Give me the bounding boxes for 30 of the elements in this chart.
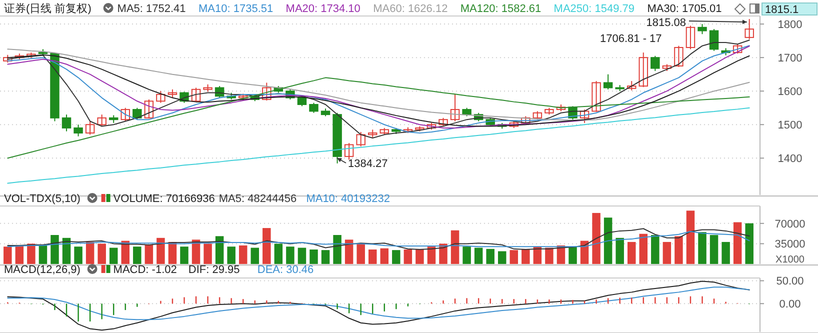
text: MA120: 1582.61	[460, 3, 542, 15]
y-tick-label: 50.00	[776, 276, 804, 288]
text: X1000	[776, 254, 805, 266]
y-tick-label: 35000	[774, 238, 806, 251]
annotation: 1706.81 - 17	[600, 32, 662, 45]
text: MA60: 1626.12	[373, 3, 448, 15]
chart-title: MACD(12,26,9)	[4, 264, 80, 276]
y-tick-label: 70000	[774, 218, 806, 230]
legend-label: VOLUME: 70166936	[113, 193, 215, 205]
text: MA5: 48244456	[218, 193, 297, 205]
text: MA20: 1734.10	[286, 3, 360, 15]
y-tick-label: 0.00	[779, 298, 801, 310]
chart-title: 证券(日线 前复权)	[4, 2, 92, 15]
y-tick-label: 1800	[778, 18, 802, 31]
text: MA5: 1752.41	[117, 3, 186, 15]
annotation: 1815.08	[646, 16, 686, 29]
text: 1815.1	[765, 4, 799, 16]
annotation: 1384.27	[348, 158, 388, 170]
y-tick-label: 1500	[778, 119, 802, 132]
y-tick-label: 1700	[778, 52, 802, 64]
text: DIF: 29.95	[188, 264, 240, 276]
text: MA10: 1735.51	[198, 3, 274, 15]
legend-label: MACD: -1.02	[113, 264, 177, 276]
text: MA30: 1705.01	[647, 3, 722, 15]
text: MA10: 40193232	[306, 193, 390, 205]
text: MA250: 1549.79	[554, 3, 635, 15]
chart-title: VOL-TDX(5,10)	[4, 193, 80, 205]
text: DEA: 30.46	[257, 264, 314, 276]
y-tick-label: 1400	[778, 152, 802, 165]
y-tick-label: 1600	[778, 86, 802, 98]
